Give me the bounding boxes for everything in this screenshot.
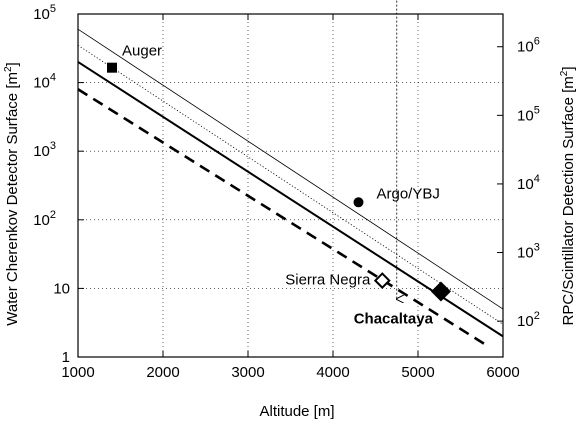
x-tick-label: 6000: [486, 364, 519, 381]
y-right-tick-label: 106: [517, 36, 540, 56]
y-right-tick-label: 103: [517, 242, 540, 262]
y-left-tick-label: 1: [62, 349, 70, 366]
point-marker-argo-ybj: [353, 197, 364, 208]
y-left-axis-ticks: 1 10 102 103 104 105: [33, 3, 84, 366]
point-marker-chacaltaya: [430, 281, 451, 302]
x-tick-label: 3000: [231, 364, 264, 381]
x-tick-label: 1000: [61, 364, 94, 381]
y-right-tick-label: 105: [517, 104, 540, 124]
series-line-thin: [77, 28, 504, 310]
y-axis-left-label: Water Cherenkov Detector Surface [m2]: [3, 62, 21, 325]
point-label-argo-ybj: Argo/YBJ: [377, 185, 440, 202]
plot-frame: [77, 13, 504, 358]
points-group: Auger Argo/YBJ Sierra Negra Chacaltaya: [107, 43, 451, 328]
grid: [78, 14, 503, 357]
x-tick-label: 5000: [401, 364, 434, 381]
x-axis-ticks: 1000 2000 3000 4000 5000 6000: [61, 14, 520, 381]
point-label-sierra-negra: Sierra Negra: [285, 272, 371, 289]
point-label-auger: Auger: [122, 43, 162, 60]
x-tick-label: 2000: [146, 364, 179, 381]
y-axis-right-label: RPC/Scintillator Detection Surface [m2]: [559, 67, 577, 326]
x-axis-label: Altitude [m]: [259, 403, 334, 420]
point-label-chacaltaya: Chacaltaya: [354, 311, 434, 328]
y-right-axis-ticks: 102 103 104 105 106: [497, 36, 540, 330]
point-marker-auger: [107, 62, 117, 73]
point-marker-sierra-negra: [373, 272, 391, 289]
y-right-tick-label: 102: [517, 310, 540, 330]
annotations-group: Pico Espejo: [332, 0, 411, 299]
y-left-tick-label: 102: [33, 209, 56, 229]
y-left-tick-label: 104: [33, 72, 56, 92]
x-tick-label: 4000: [316, 364, 349, 381]
y-left-tick-label: 103: [33, 140, 56, 160]
y-left-tick-label: 105: [33, 3, 56, 23]
series-line-dashed: [77, 88, 487, 347]
y-right-tick-label: 104: [517, 173, 540, 193]
y-left-tick-label: 10: [53, 280, 70, 297]
